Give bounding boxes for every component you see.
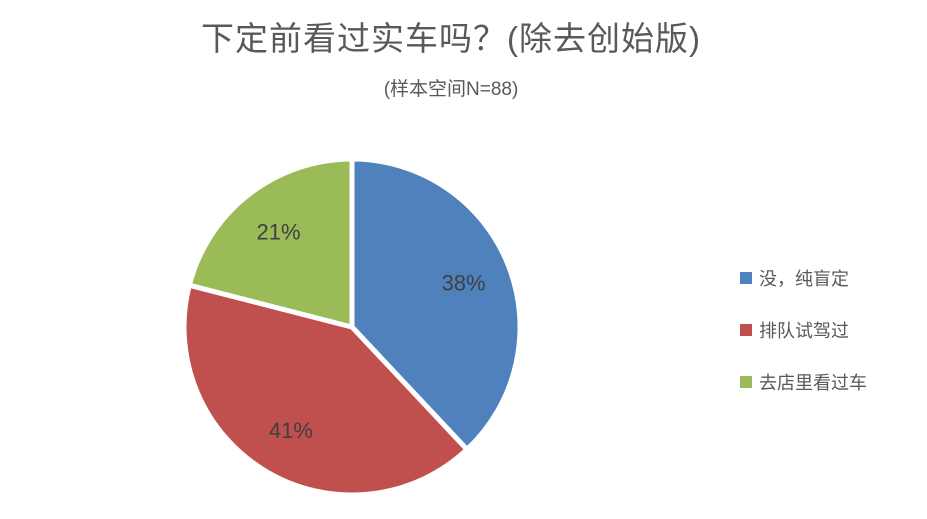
- legend-label: 去店里看过车: [759, 373, 867, 393]
- chart-subtitle: (样本空间N=88): [383, 79, 519, 100]
- pie-slice-0: [349, 156, 523, 452]
- pie-slice-label-0: 38%: [442, 270, 486, 295]
- legend-item-blind-order: 没，纯盲定: [740, 266, 867, 290]
- legend: 没，纯盲定 排队试驾过 去店里看过车: [740, 266, 867, 394]
- pie-slice-label-2: 21%: [256, 220, 300, 245]
- chart-title: 下定前看过实车吗？(除去创始版): [201, 20, 701, 57]
- legend-item-saw-in-store: 去店里看过车: [740, 370, 867, 394]
- pie-slice-label-1: 41%: [269, 418, 313, 443]
- legend-label: 没，纯盲定: [759, 269, 849, 289]
- legend-swatch-icon: [740, 272, 752, 284]
- pie-slice-2: [186, 156, 355, 330]
- legend-label: 排队试驾过: [759, 321, 849, 341]
- legend-swatch-icon: [740, 324, 752, 336]
- legend-swatch-icon: [740, 376, 752, 388]
- pie-slice-1: [181, 282, 470, 498]
- legend-item-test-drove: 排队试驾过: [740, 318, 867, 342]
